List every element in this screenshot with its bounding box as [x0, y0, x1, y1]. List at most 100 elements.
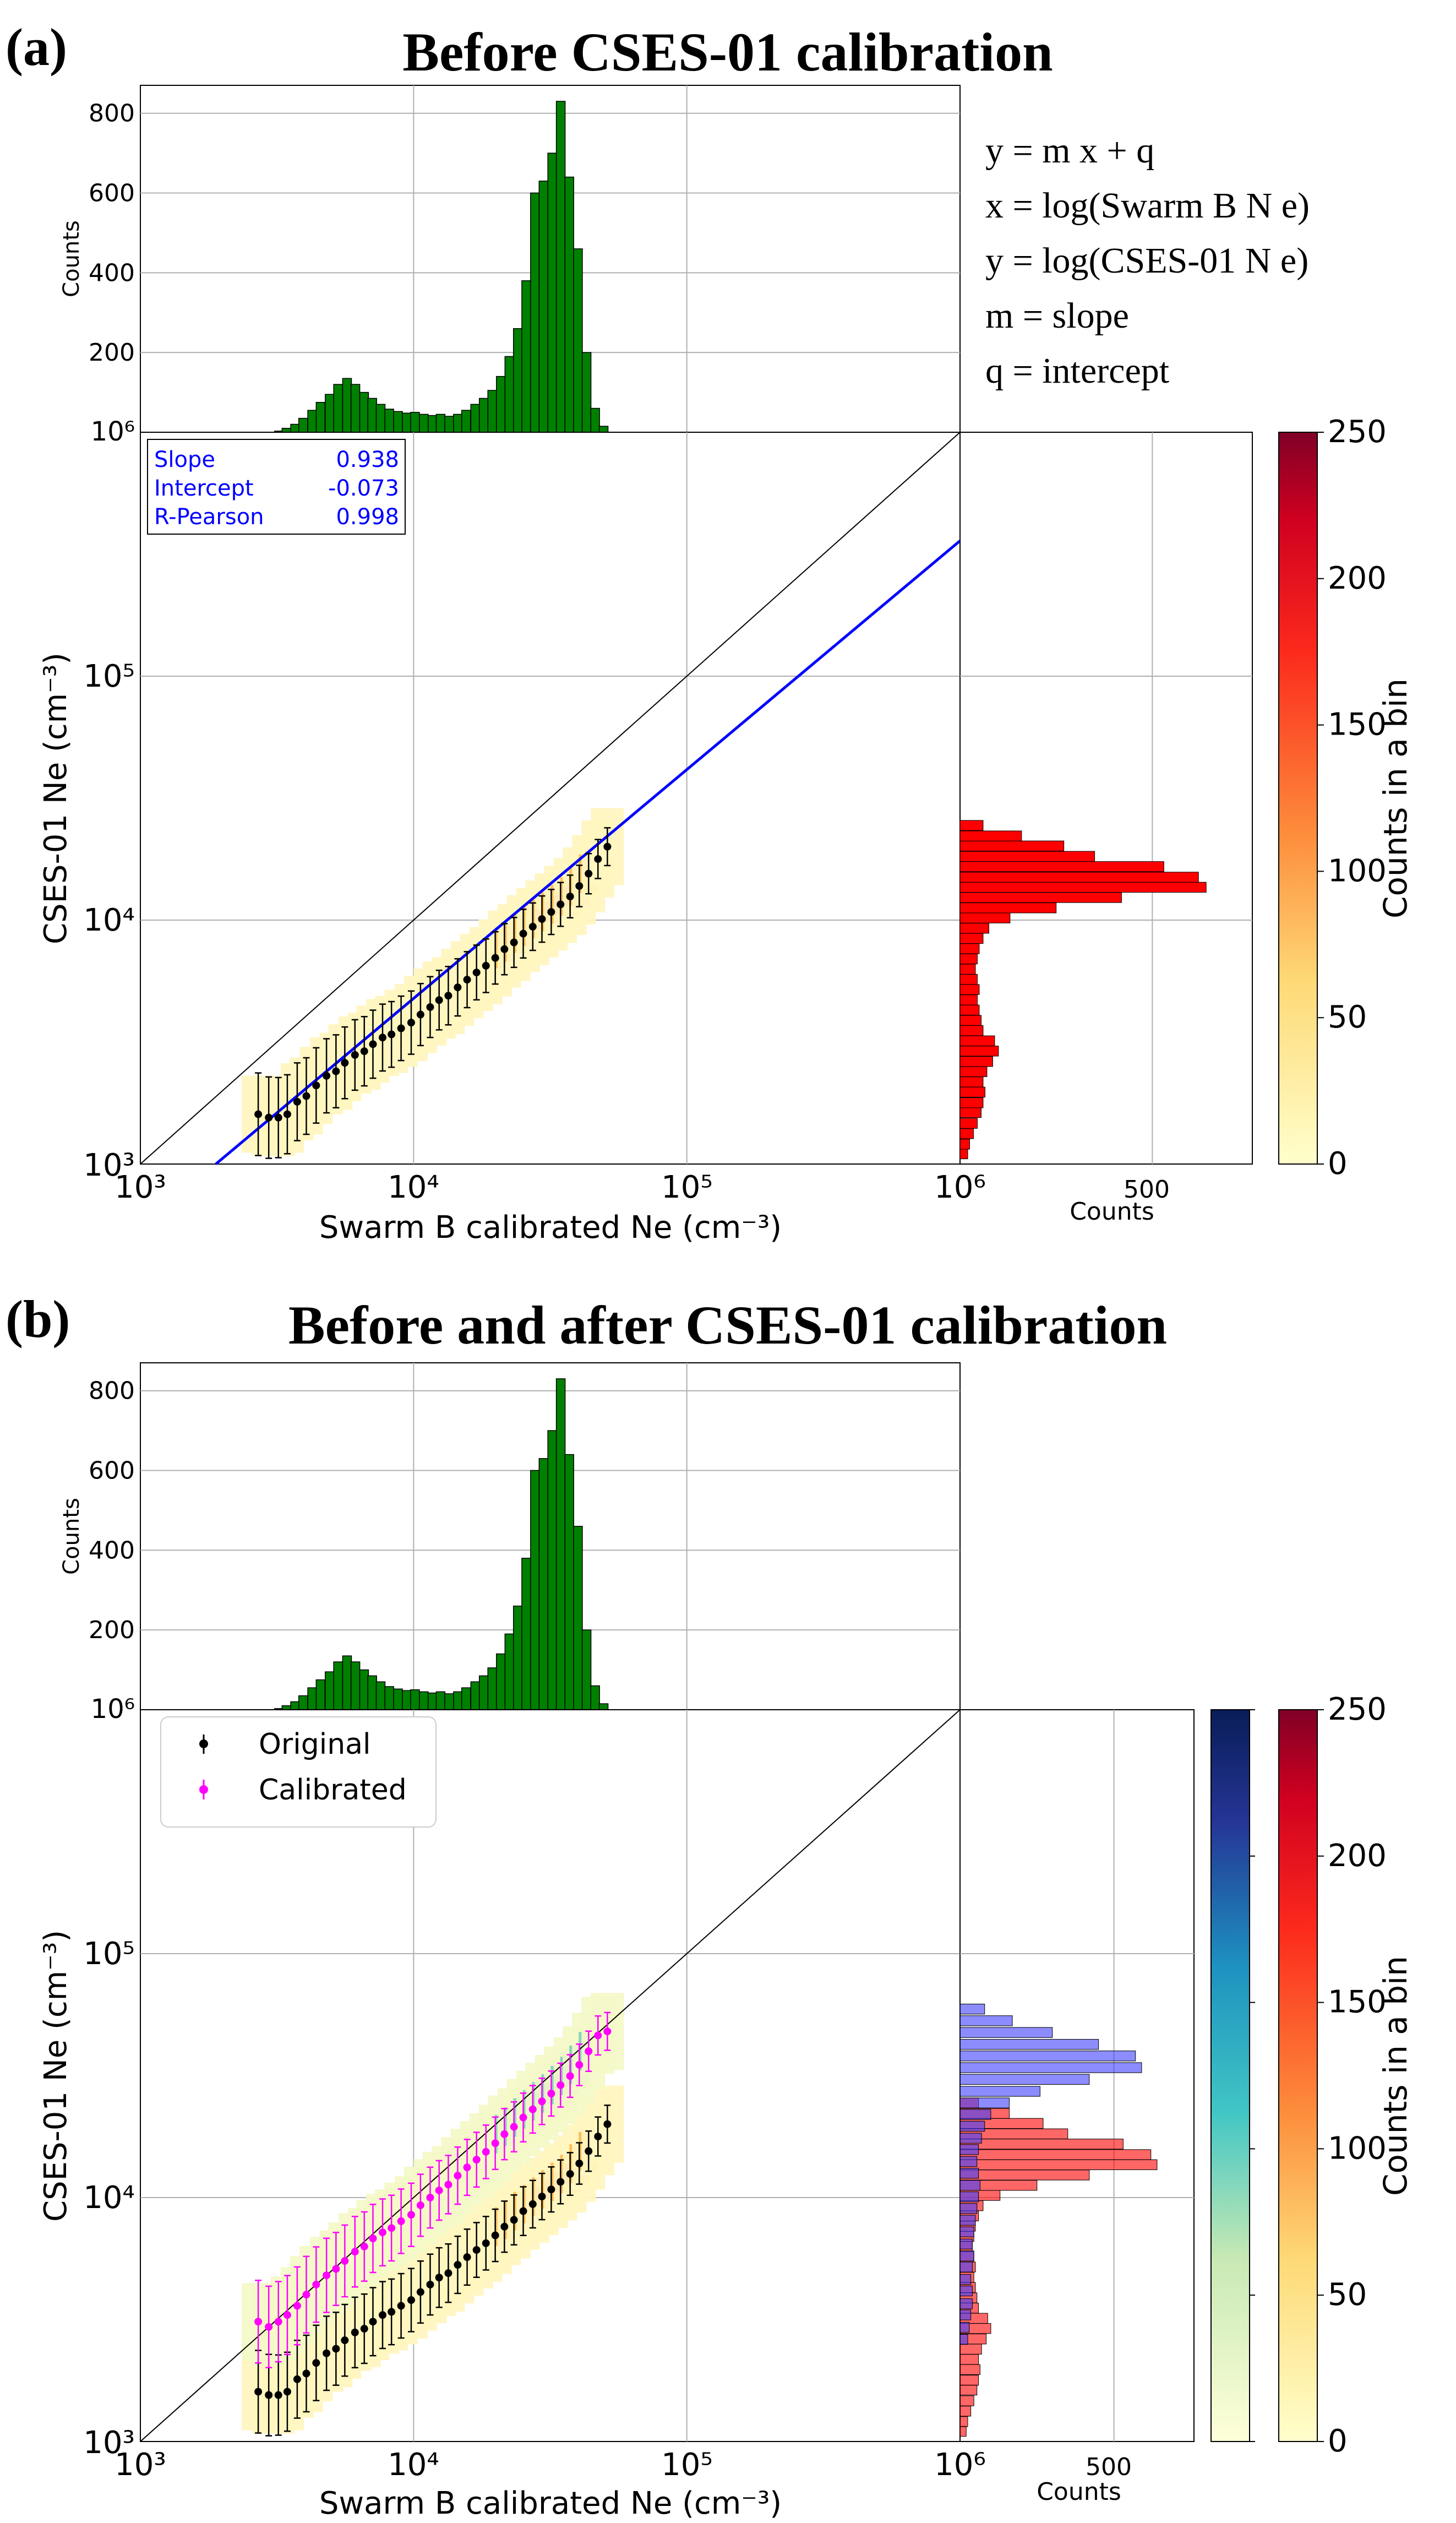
- calibrated-point: [254, 2318, 263, 2326]
- right-hist-bar-calibrated: [959, 2074, 1090, 2085]
- top-hist-bar: [496, 1653, 506, 1710]
- top-histogram-a: Counts 10⁶ 200 400 600 800: [59, 85, 961, 447]
- original-point: [351, 2328, 359, 2336]
- ytick-1e4: 10⁴: [83, 902, 135, 938]
- right-hist-bar-calibrated: [959, 2120, 985, 2132]
- top-hist-ytick-0: 10⁶: [91, 416, 135, 447]
- panel-a-label: (a): [6, 18, 67, 77]
- xtick-1e6: 10⁶: [934, 2447, 986, 2483]
- right-hist-bar-calibrated: [959, 2062, 1142, 2073]
- top-hist-bar: [547, 153, 557, 433]
- equation-1: y = m x + q: [985, 130, 1154, 171]
- right-histogram-a: 500 Counts: [959, 432, 1253, 1226]
- colorbar-tick-label: 200: [1328, 561, 1387, 596]
- calibrated-point: [332, 2265, 340, 2273]
- colorbar-a: 0 50 100 150 200 250 Counts in a bin: [1278, 414, 1414, 1182]
- top-hist-bar: [512, 328, 523, 433]
- top-hist-bar: [298, 417, 308, 433]
- original-point: [341, 2336, 349, 2345]
- top-hist-bar: [573, 248, 583, 433]
- top-hist-bar: [298, 1695, 308, 1710]
- legend-calibrated-label: Calibrated: [259, 1774, 407, 1807]
- calibrated-point: [444, 2181, 452, 2189]
- top-hist-bar: [521, 280, 531, 433]
- original-point: [293, 2375, 301, 2383]
- right-hist-bar-calibrated: [959, 2261, 973, 2272]
- original-point: [585, 869, 593, 878]
- calibrated-point: [407, 2211, 415, 2219]
- right-hist-bar-calibrated: [959, 2215, 976, 2226]
- top-hist-bar: [427, 415, 438, 433]
- calibrated-point: [510, 2123, 518, 2131]
- top-hist-bar: [350, 384, 361, 433]
- original-point: [603, 2120, 612, 2128]
- original-point: [454, 2261, 462, 2269]
- calibrated-point: [351, 2248, 359, 2256]
- top-hist-bar: [307, 410, 317, 433]
- top-hist-bar: [393, 1688, 403, 1710]
- right-hist-bar-calibrated: [959, 2027, 1053, 2038]
- calibrated-point: [293, 2302, 301, 2310]
- colorbar-tick-label: 0: [1328, 2423, 1348, 2459]
- original-point: [538, 915, 546, 923]
- right-hist-bar-calibrated: [959, 2334, 968, 2345]
- original-point: [283, 1110, 291, 1118]
- original-point: [378, 2311, 386, 2319]
- stat-value-slope: 0.938: [336, 447, 399, 472]
- stat-value-rpearson: 0.998: [336, 504, 399, 530]
- right-hist-xlabel: Counts: [1037, 2478, 1121, 2506]
- right-hist-bar-original: [959, 1004, 980, 1015]
- original-point: [397, 1024, 405, 1032]
- top-histogram-b: Counts 10⁶ 200 400 600 800: [59, 1362, 961, 1725]
- top-hist-bar: [367, 1675, 377, 1710]
- top-hist-bar: [496, 376, 506, 433]
- right-hist-bar-calibrated: [959, 2180, 980, 2191]
- colorbar-label: Counts in a bin: [1377, 1956, 1414, 2196]
- colorbar-tick-label: 100: [1328, 853, 1387, 889]
- top-hist-bar: [598, 1703, 609, 1710]
- top-hist-bar: [470, 1681, 481, 1710]
- right-hist-bar-original: [959, 1097, 984, 1108]
- top-hist-ytick-0: 10⁶: [91, 1694, 135, 1725]
- right-hist-bar-original: [959, 933, 984, 944]
- calibrated-point: [454, 2172, 462, 2180]
- right-hist-bar-original: [959, 984, 980, 995]
- original-point: [472, 969, 481, 977]
- ytick-1e3: 10³: [83, 2425, 135, 2461]
- right-hist-bar-original: [959, 1118, 978, 1129]
- original-point: [360, 2325, 368, 2333]
- main-ticks: 10³ 10⁴ 10⁵ 10³ 10⁴ 10⁵ 10⁶: [83, 1936, 986, 2483]
- original-point: [312, 1081, 320, 1090]
- right-hist-bar-original: [959, 953, 978, 965]
- right-hist-bar-original: [959, 2416, 968, 2427]
- top-hist-bar: [581, 352, 592, 433]
- right-hist-bar-calibrated: [959, 2168, 979, 2179]
- top-hist-bar: [402, 412, 412, 433]
- original-point: [265, 1113, 273, 1122]
- calibrated-point: [528, 2105, 537, 2113]
- top-hist-bar: [402, 1690, 412, 1710]
- right-hist-bar-original: [959, 2375, 979, 2386]
- right-hist-bar-original: [959, 2406, 972, 2417]
- original-point: [500, 2222, 509, 2231]
- original-point: [528, 2200, 537, 2208]
- equation-5: q = intercept: [985, 351, 1169, 391]
- calibrated-point: [341, 2257, 349, 2265]
- right-hist-bar-original: [959, 861, 1164, 872]
- original-point: [388, 1030, 396, 1038]
- right-hist-bar-original: [959, 964, 976, 975]
- colorbar-tick-label: 0: [1328, 1146, 1348, 1182]
- right-hist-bar-original: [959, 912, 1011, 923]
- original-point: [575, 2160, 584, 2168]
- original-point: [254, 1110, 263, 1118]
- colorbar-b: 0 50 100 150 200 250 Counts in a bin: [1210, 1692, 1414, 2459]
- top-hist-bar: [375, 404, 386, 433]
- top-hist-bar: [333, 384, 343, 433]
- colorbar-cool: [1210, 1709, 1250, 2442]
- right-hist-bar-calibrated: [959, 2203, 978, 2214]
- top-hist-bar: [325, 394, 335, 433]
- colorbar-tick-label: 250: [1328, 414, 1387, 450]
- top-hist-bar: [410, 1689, 420, 1710]
- original-point: [491, 954, 499, 962]
- original-point: [369, 1040, 377, 1048]
